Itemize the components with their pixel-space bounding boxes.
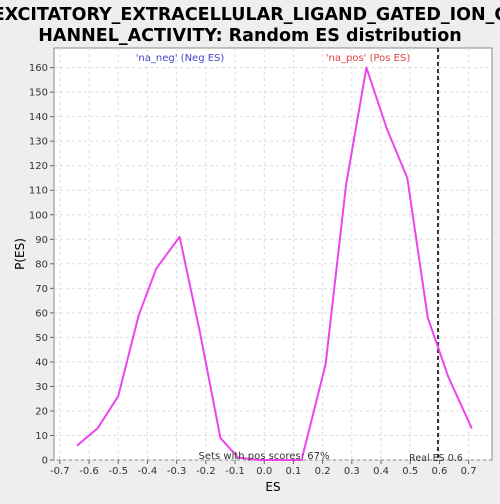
x-tick-label: -0.4 xyxy=(138,466,158,477)
y-tick-label: 130 xyxy=(29,137,48,148)
x-axis-label: ES xyxy=(265,480,280,494)
y-tick-label: 110 xyxy=(29,186,48,197)
x-tick-label: 0.3 xyxy=(344,466,360,477)
series-group xyxy=(76,66,473,461)
data-point xyxy=(199,331,201,334)
data-point xyxy=(324,363,327,366)
axes: -0.7 -0.6 -0.5 -0.4 -0.3 -0.2 -0.1 0.0 0.1 0.2 0.3… xyxy=(29,63,477,477)
data-point xyxy=(426,316,429,319)
data-point xyxy=(386,128,388,130)
x-tick-label: -0.3 xyxy=(167,466,187,477)
y-tick-label: 150 xyxy=(29,88,48,99)
y-tick-label: 120 xyxy=(29,161,48,172)
data-point xyxy=(406,177,409,179)
plot-area xyxy=(53,47,493,461)
data-point xyxy=(155,267,157,270)
legend-neg-es: 'na_neg' (Neg ES) xyxy=(136,53,225,64)
y-tick-label: 80 xyxy=(35,259,48,270)
data-point xyxy=(137,314,140,317)
y-tick-label: 160 xyxy=(29,63,48,74)
x-tick-label: -0.5 xyxy=(108,466,128,477)
pos-scores-annotation: Sets with pos scores: 67% xyxy=(199,451,330,462)
data-point xyxy=(278,459,280,461)
y-tick-label: 30 xyxy=(35,382,48,393)
x-tick-label: 0.6 xyxy=(431,466,447,477)
x-tick-label: 0.5 xyxy=(402,466,418,477)
x-tick-label: -0.7 xyxy=(50,466,70,477)
data-point xyxy=(470,427,473,429)
x-tick-label: 0.2 xyxy=(315,466,331,477)
data-point xyxy=(76,444,79,447)
y-tick-label: 60 xyxy=(35,308,48,319)
x-tick-label: 0.0 xyxy=(256,466,272,477)
data-point xyxy=(97,427,99,429)
data-point xyxy=(301,456,304,459)
y-tick-label: 10 xyxy=(35,431,48,442)
data-point xyxy=(178,236,181,238)
data-point xyxy=(365,66,368,69)
y-tick-label: 20 xyxy=(35,406,48,417)
grid xyxy=(54,48,492,461)
real-es-label: Real ES 0.6 xyxy=(409,453,463,464)
data-point xyxy=(117,395,120,398)
x-tick-label: -0.1 xyxy=(225,466,245,477)
data-point xyxy=(447,375,450,378)
data-point xyxy=(301,459,304,461)
x-tick-label: 0.1 xyxy=(285,466,301,477)
data-point xyxy=(237,456,239,459)
x-tick-label: -0.2 xyxy=(196,466,216,477)
data-point xyxy=(345,184,347,187)
series-line-neg-es xyxy=(76,235,303,461)
chart-title-line-1: EXCITATORY_EXTRACELLULAR_LIGAND_GATED_IO… xyxy=(0,5,500,25)
y-tick-label: 50 xyxy=(35,333,48,344)
legend-pos-es: 'na_pos' (Pos ES) xyxy=(326,53,411,64)
x-tick-label: 0.4 xyxy=(373,466,389,477)
y-tick-label: 0 xyxy=(42,456,48,467)
data-point xyxy=(257,459,260,461)
x-tick-label: -0.6 xyxy=(79,466,99,477)
y-tick-label: 40 xyxy=(35,357,48,368)
data-point xyxy=(219,437,222,439)
y-tick-label: 90 xyxy=(35,235,48,246)
x-tick-label: 0.7 xyxy=(461,466,477,477)
y-tick-label: 100 xyxy=(29,210,48,221)
y-axis-label: P(ES) xyxy=(13,238,27,270)
y-tick-label: 70 xyxy=(35,284,48,295)
chart-title-line-2: HANNEL_ACTIVITY: Random ES distribution xyxy=(38,26,461,46)
y-tick-label: 140 xyxy=(29,112,48,123)
